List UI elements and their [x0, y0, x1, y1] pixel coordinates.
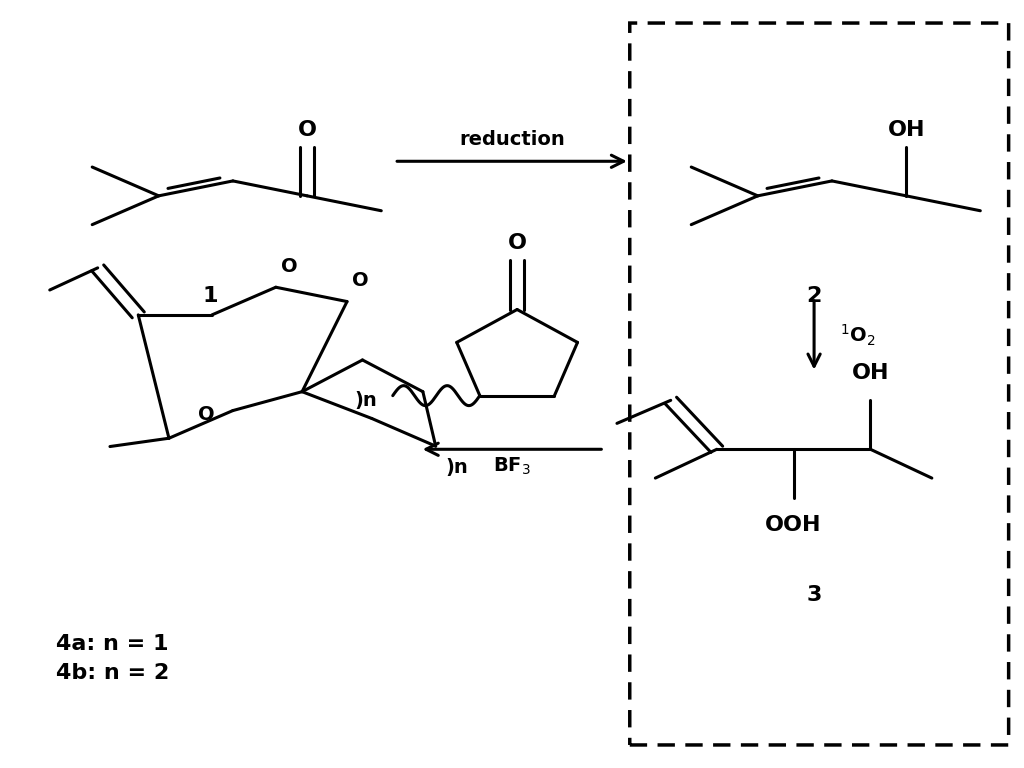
- Text: BF$_3$: BF$_3$: [493, 455, 531, 477]
- Text: O: O: [508, 233, 526, 253]
- Text: 3: 3: [806, 585, 822, 605]
- Text: O: O: [298, 120, 316, 140]
- Text: 1: 1: [202, 286, 218, 306]
- Text: )n: )n: [354, 391, 378, 410]
- Text: O: O: [198, 405, 214, 424]
- Text: 2: 2: [806, 286, 822, 306]
- Text: OH: OH: [888, 120, 925, 140]
- Text: reduction: reduction: [459, 131, 565, 149]
- Text: OOH: OOH: [765, 515, 822, 535]
- Text: O: O: [352, 271, 369, 290]
- Text: $^{1}$O$_{2}$: $^{1}$O$_{2}$: [840, 323, 876, 348]
- Text: OH: OH: [852, 363, 889, 383]
- Text: O: O: [281, 257, 298, 276]
- Text: )n: )n: [445, 458, 469, 477]
- Text: 4a: n = 1
4b: n = 2: 4a: n = 1 4b: n = 2: [56, 634, 170, 684]
